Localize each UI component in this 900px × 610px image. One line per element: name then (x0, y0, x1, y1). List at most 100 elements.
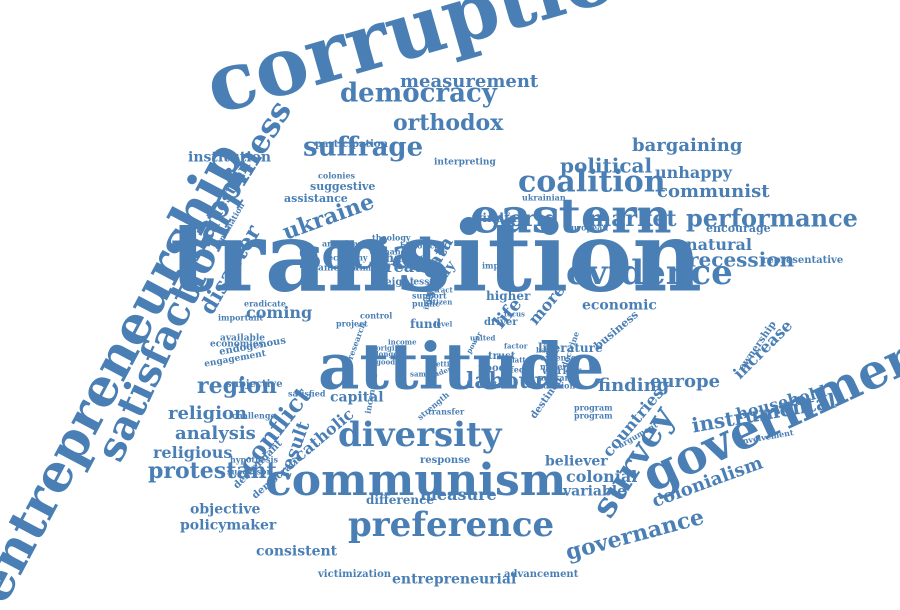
word: evidence (566, 253, 733, 294)
word: objective (190, 501, 261, 518)
word: entrepreneurial (392, 571, 517, 588)
word: theology (372, 232, 411, 243)
word: public (412, 298, 440, 309)
word: eradicate (244, 298, 286, 309)
word: financial (378, 246, 417, 257)
word: european (566, 222, 609, 233)
word: labour (466, 367, 547, 394)
word: higher (486, 289, 531, 304)
word: ukrainian (522, 192, 566, 203)
word: economy (328, 252, 368, 263)
word: capital (330, 389, 384, 406)
word: hypothesis (230, 454, 279, 465)
word: believer (545, 453, 608, 470)
word: variable (563, 483, 626, 500)
word: literature (538, 341, 603, 356)
word: social (298, 229, 435, 279)
word: communism (265, 454, 567, 506)
word: institution (188, 149, 272, 166)
word: expense (540, 352, 576, 363)
word: representative (762, 254, 844, 266)
word: longer (376, 349, 402, 359)
word: bargaining (632, 135, 743, 157)
word: protestant (148, 457, 277, 484)
word: transition (170, 200, 703, 314)
word: latter (512, 355, 534, 365)
word: flood (478, 362, 506, 374)
word: recession (688, 247, 795, 272)
word: religious (153, 442, 233, 462)
word: colonial (566, 466, 638, 486)
word: historical (400, 240, 443, 251)
word: eastern (470, 188, 672, 245)
word: suffrage (303, 132, 424, 163)
word: political (560, 153, 653, 178)
word: orthodox (393, 109, 504, 136)
word: natural (686, 234, 752, 254)
word: encourage (706, 221, 771, 235)
word: assistance (284, 191, 348, 205)
word: good (376, 357, 396, 367)
word: economies (210, 339, 264, 350)
word: world (490, 205, 559, 232)
word: participation (315, 138, 388, 150)
word: origin (376, 343, 400, 353)
word: analysis (175, 423, 256, 445)
word: europe (650, 371, 721, 393)
word: preference (348, 505, 555, 546)
word: program (574, 410, 613, 421)
word: communist (657, 181, 770, 203)
word: level (434, 319, 453, 329)
word: america (318, 263, 359, 274)
word: unhappy (655, 162, 732, 182)
word: setting (432, 359, 460, 369)
word: windfall (472, 211, 527, 226)
word: optimism (345, 262, 388, 273)
word: height (378, 276, 415, 288)
word: project (336, 318, 368, 329)
word: finding (598, 375, 670, 397)
word: challenge (232, 410, 276, 421)
word: migrant (538, 372, 575, 383)
word: affect (502, 364, 528, 375)
word: agent (475, 379, 498, 389)
word: coalition (518, 164, 666, 200)
word: happy (536, 345, 560, 355)
word: interpreting (434, 157, 496, 168)
word: democracy (340, 78, 497, 109)
word: successor (227, 466, 271, 477)
word: change (378, 251, 427, 266)
word: support (412, 290, 447, 301)
word: religion (168, 403, 248, 425)
word: united (470, 333, 496, 343)
word: great (374, 256, 422, 276)
word: material (540, 361, 578, 372)
word: diversity (338, 415, 502, 456)
word: factor (504, 341, 528, 351)
word: program (574, 402, 613, 413)
word: advancement (504, 568, 579, 580)
word: worker (542, 365, 582, 377)
word: transfer (428, 406, 465, 417)
word: sample (410, 369, 438, 379)
word: fund (410, 317, 442, 332)
word: lesson (410, 277, 442, 288)
word: attitude (318, 329, 605, 405)
word: citizen (426, 297, 453, 307)
word: subjective (226, 378, 283, 390)
word: performance (686, 203, 858, 233)
word: suggestive (310, 179, 376, 193)
word: region (197, 372, 277, 399)
word: market (588, 205, 677, 232)
word: american (322, 238, 364, 249)
word: control (360, 310, 393, 321)
word: measure (420, 484, 497, 504)
word: satisfied (288, 388, 326, 399)
word: available (220, 333, 265, 344)
word: consistent (256, 543, 338, 560)
word: driver (484, 316, 518, 328)
word: response (420, 454, 471, 466)
word: impact (482, 260, 513, 271)
word: governance (562, 503, 707, 566)
